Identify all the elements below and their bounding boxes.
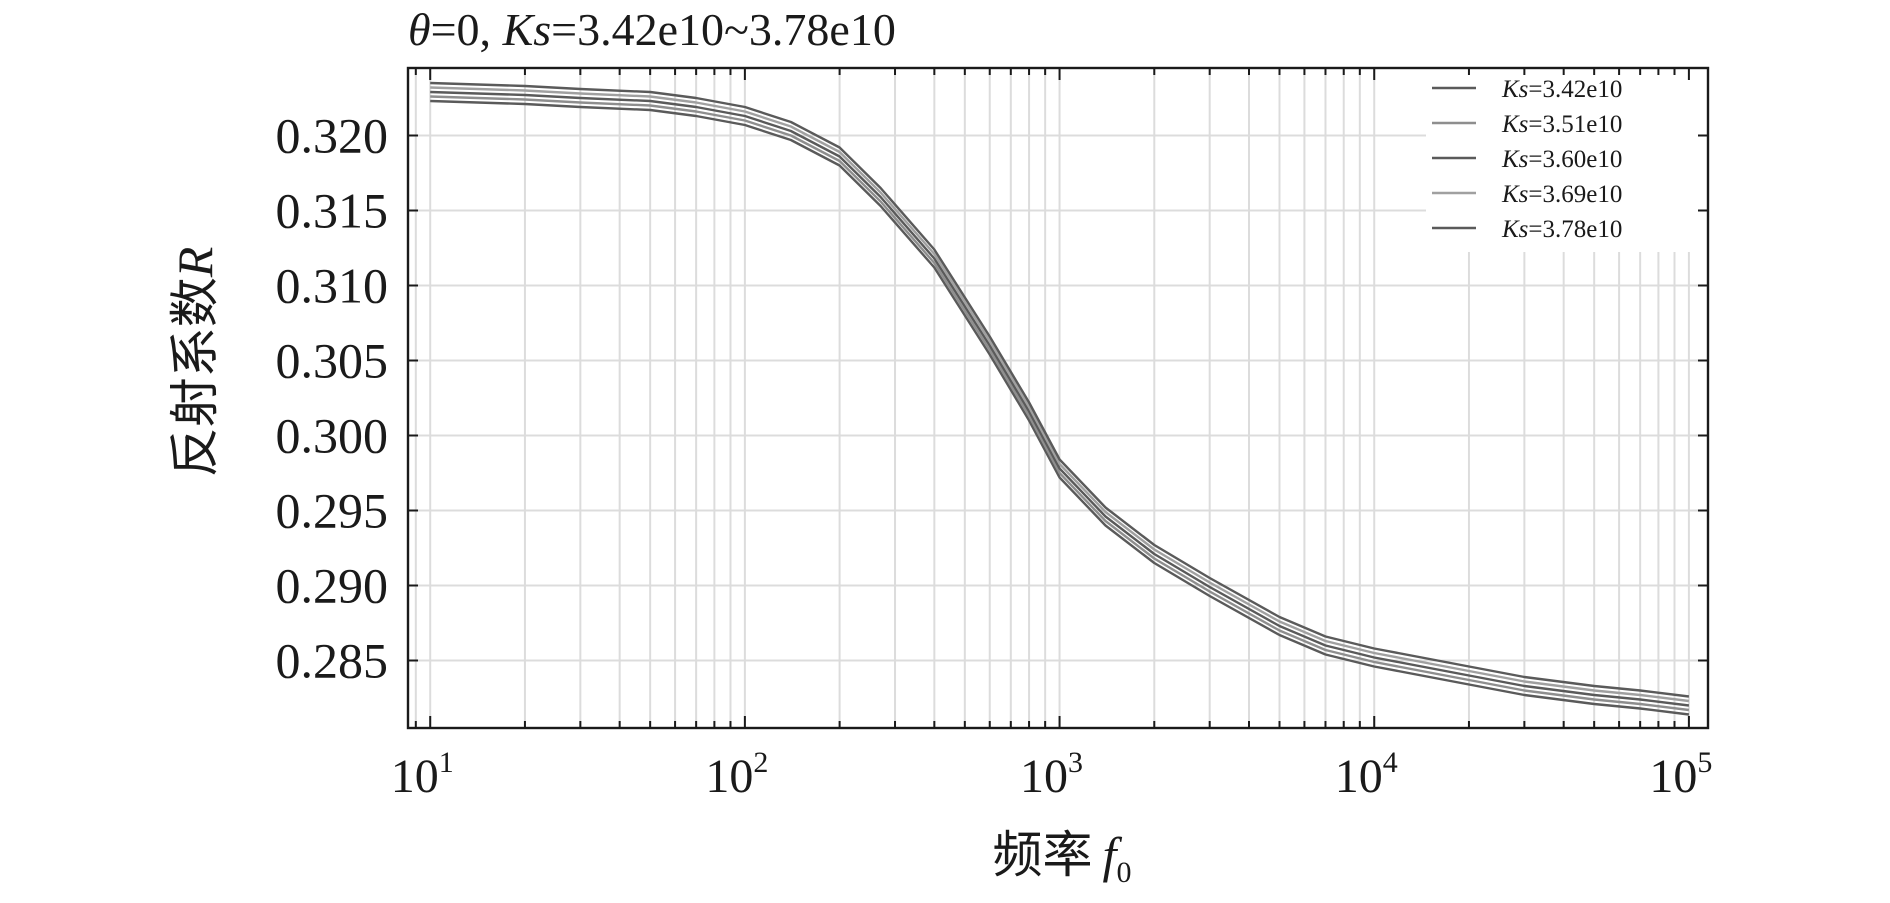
- legend-label-symbol: Ks: [1501, 181, 1528, 208]
- legend-label-5: Ks=3.78e10: [1501, 216, 1622, 243]
- legend-label-symbol: Ks: [1501, 216, 1528, 243]
- x-tick-exponent: 2: [753, 746, 768, 779]
- x-tick-label: 101: [391, 746, 454, 803]
- x-tick-exponent: 3: [1068, 746, 1083, 779]
- x-axis-label: 频率 f0: [993, 827, 1132, 889]
- series-line-3: [430, 90, 1690, 707]
- x-axis-label-text: 频率: [993, 827, 1093, 883]
- series-line-5: [430, 81, 1690, 698]
- chart-title: θ=0, Ks=3.42e10~3.78e10: [408, 4, 896, 55]
- legend-label-symbol: Ks: [1501, 111, 1528, 138]
- legend-label-symbol: Ks: [1501, 146, 1528, 173]
- x-tick-label: 105: [1649, 746, 1712, 803]
- x-tick-label: 102: [705, 746, 768, 803]
- series-line-1: [430, 99, 1690, 716]
- x-tick-exponent: 5: [1697, 746, 1712, 779]
- x-tick-label: 103: [1020, 746, 1083, 803]
- legend-label-value: =3.51e10: [1528, 111, 1622, 138]
- y-tick-label: 0.295: [276, 483, 389, 539]
- legend-label-2: Ks=3.51e10: [1501, 111, 1622, 138]
- plot-frame: [406, 66, 1710, 730]
- legend: Ks=3.42e10Ks=3.51e10Ks=3.60e10Ks=3.69e10…: [1426, 66, 1698, 252]
- tick-labels: 0.320 0.315 0.310 0.305 0.300 0.295 0.290 0.285…: [276, 108, 1713, 804]
- axes: [406, 66, 1710, 730]
- title-ks-rest: =3.42e10~3.78e10: [551, 4, 896, 55]
- x-tick-base: 10: [1335, 750, 1383, 803]
- legend-label-value: =3.69e10: [1528, 181, 1622, 208]
- y-tick-label: 0.320: [276, 108, 389, 164]
- y-axis-label-var: R: [167, 247, 223, 279]
- series-lines: [430, 81, 1690, 716]
- x-tick-exponent: 1: [439, 746, 454, 779]
- x-tick-base: 10: [1020, 750, 1068, 803]
- x-tick-base: 10: [1649, 750, 1697, 803]
- y-tick-label: 0.310: [276, 258, 389, 314]
- legend-label-1: Ks=3.42e10: [1501, 76, 1622, 103]
- series-line-4: [430, 86, 1690, 703]
- x-axis-label-sub: 0: [1116, 856, 1131, 889]
- legend-label-value: =3.60e10: [1528, 146, 1622, 173]
- x-tick-label: 104: [1335, 746, 1398, 803]
- y-tick-label: 0.305: [276, 333, 389, 389]
- legend-label-symbol: Ks: [1501, 76, 1528, 103]
- y-tick-label: 0.300: [276, 408, 389, 464]
- legend-label-value: =3.78e10: [1528, 216, 1622, 243]
- y-tick-label: 0.285: [276, 633, 389, 689]
- title-theta: θ: [408, 4, 431, 55]
- y-axis-label-text: 反射系数: [167, 277, 223, 477]
- y-axis-label: 反射系数R: [167, 247, 223, 478]
- series-line-2: [430, 95, 1690, 712]
- legend-label-3: Ks=3.60e10: [1501, 146, 1622, 173]
- legend-label-4: Ks=3.69e10: [1501, 181, 1622, 208]
- y-tick-label: 0.290: [276, 558, 389, 614]
- title-theta-rest: =0,: [431, 4, 503, 55]
- x-tick-exponent: 4: [1383, 746, 1398, 779]
- x-tick-base: 10: [391, 750, 439, 803]
- legend-label-value: =3.42e10: [1528, 76, 1622, 103]
- x-tick-base: 10: [705, 750, 753, 803]
- y-tick-label: 0.315: [276, 183, 389, 239]
- title-ks: Ks: [502, 4, 552, 55]
